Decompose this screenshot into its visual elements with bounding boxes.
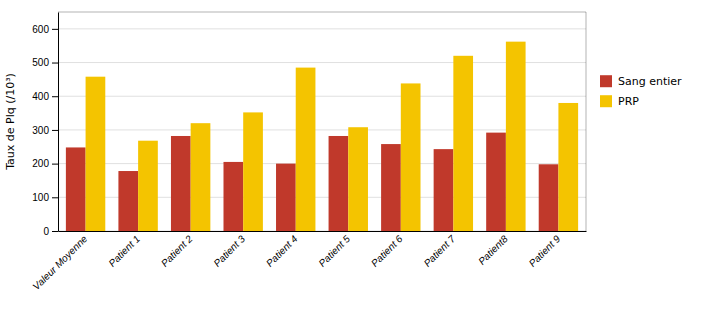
bar [191, 123, 211, 231]
axis-line [58, 13, 59, 232]
tick-label: 0 [43, 226, 49, 237]
tick: Patient 4 [264, 233, 300, 269]
tick: Patient 3 [211, 233, 247, 269]
tick: Patient 9 [527, 233, 563, 269]
tick-label: 400 [32, 91, 49, 102]
tick: Patient 2 [159, 233, 195, 269]
tick: Patient 6 [369, 233, 405, 269]
tick-label: 300 [32, 125, 49, 136]
x-axis: Valeur Moyenne Patient 1 Patient 2 Patient … [30, 232, 586, 293]
axis-title: Taux de Plq (/10³) [4, 73, 17, 171]
tick-mark [52, 29, 58, 30]
frame-line [586, 12, 587, 231]
tick-label: 100 [32, 192, 49, 203]
tick-label: Patient 5 [316, 233, 352, 269]
bar [86, 77, 106, 231]
tick: 300 [32, 125, 58, 136]
bar [329, 136, 349, 231]
tick: Patient 5 [316, 233, 352, 269]
grid [58, 29, 586, 231]
tick-label: 600 [32, 24, 49, 35]
bar [486, 133, 506, 231]
tick-label: 500 [32, 57, 49, 68]
bar [401, 83, 421, 231]
bar [276, 164, 296, 231]
bar [381, 144, 401, 231]
bar [171, 136, 191, 231]
tick-label: Patient8 [476, 233, 510, 267]
tick-label: Patient 3 [211, 233, 247, 269]
legend-swatch [600, 75, 612, 87]
tick-label: Patient 4 [264, 233, 300, 269]
axis-line [59, 231, 587, 232]
bar [66, 147, 86, 231]
tick-label: 200 [32, 158, 49, 169]
tick-mark [52, 197, 58, 198]
plot: 0 100 200 300 400 500 600 Valeur Moyenne Patient… [30, 12, 586, 292]
y-axis: 0 100 200 300 400 500 600 [32, 13, 58, 237]
tick-mark [52, 164, 58, 165]
bar [506, 42, 526, 231]
legend-item: PRP [600, 95, 639, 108]
bar [434, 149, 454, 231]
frame-line [58, 12, 586, 13]
tick: 200 [32, 158, 58, 169]
tick-mark [52, 130, 58, 131]
tick-mark [52, 231, 58, 232]
tick: 500 [32, 57, 58, 68]
tick-mark [52, 96, 58, 97]
tick-label: Patient 6 [369, 233, 405, 269]
bar [243, 112, 263, 231]
tick-label: Patient 7 [422, 233, 458, 269]
bar [539, 164, 559, 231]
legend-item: Sang entier [600, 75, 682, 88]
bar [348, 127, 368, 231]
tick-label: Patient 1 [106, 233, 142, 269]
tick: 100 [32, 192, 58, 203]
legend-swatch [600, 95, 612, 107]
legend: Sang entier PRP [600, 75, 682, 108]
legend-label: PRP [618, 95, 639, 108]
series [86, 42, 579, 231]
legend-label: Sang entier [618, 75, 682, 88]
bars [66, 42, 578, 231]
tick: 400 [32, 91, 58, 102]
tick: 600 [32, 24, 58, 35]
tick-label: Patient 2 [159, 233, 195, 269]
tick-label: Patient 9 [527, 233, 563, 269]
tick: Patient 1 [106, 233, 142, 269]
tick: 0 [43, 226, 58, 237]
tick-mark [52, 63, 58, 64]
bar [223, 162, 243, 231]
tick: Patient 7 [422, 233, 458, 269]
tick: Valeur Moyenne [30, 233, 89, 292]
bar [453, 56, 473, 231]
bar [138, 141, 158, 231]
bar [118, 171, 138, 231]
bar [296, 68, 316, 231]
tick-label: Valeur Moyenne [30, 233, 89, 292]
tick: Patient8 [476, 233, 510, 267]
chart: 0 100 200 300 400 500 600 Valeur Moyenne Patient… [0, 0, 701, 313]
bar [558, 103, 578, 231]
grid-line [58, 28, 586, 29]
